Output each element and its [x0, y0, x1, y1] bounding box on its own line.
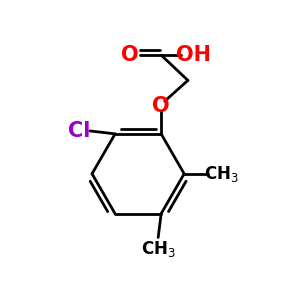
Text: O: O — [152, 96, 170, 116]
Text: O: O — [121, 45, 139, 65]
Text: OH: OH — [176, 45, 211, 65]
Text: CH$_3$: CH$_3$ — [141, 239, 176, 259]
Text: Cl: Cl — [68, 121, 91, 141]
Text: CH$_3$: CH$_3$ — [204, 164, 239, 184]
